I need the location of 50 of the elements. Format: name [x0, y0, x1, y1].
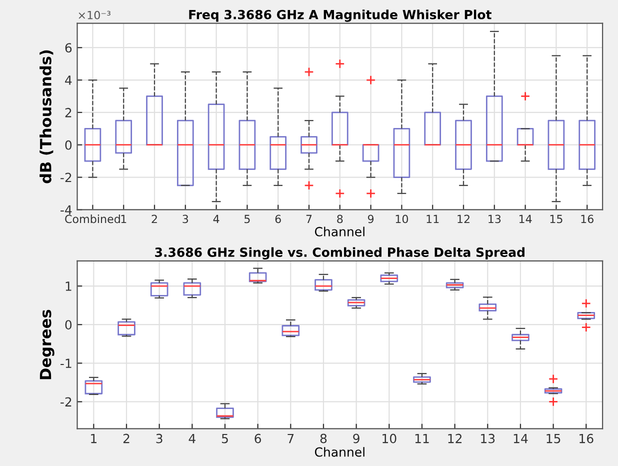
x-tick-label: Combined	[65, 214, 120, 224]
chart-title: Freq 3.3686 GHz A Magnitude Whisker Plot	[189, 10, 492, 22]
x-axis-title: Channel	[314, 226, 364, 236]
x-tick-label: 11	[426, 214, 439, 224]
y-tick-label: 1	[66, 282, 72, 291]
y-tick-label: -2	[60, 397, 72, 406]
x-tick-label: 16	[580, 434, 594, 444]
text: ×10⁻³	[78, 10, 110, 20]
y-tick-label: 0	[65, 140, 72, 150]
x-tick-label: 5	[244, 214, 250, 224]
x-tick-label: 14	[514, 434, 528, 444]
x-tick-label: 16	[581, 214, 594, 224]
x-tick-label: 11	[415, 434, 429, 444]
y-tick-label: 0	[65, 320, 72, 330]
x-tick-label: 13	[488, 214, 501, 224]
x-tick-label: 2	[123, 434, 130, 444]
y-tick-label: -2	[60, 172, 72, 182]
x-tick-label: 4	[188, 434, 196, 444]
x-tick-label: 3	[182, 214, 188, 224]
x-tick-label: 8	[337, 214, 343, 224]
x-tick-label: 9	[353, 434, 360, 444]
x-tick-label: 2	[152, 214, 157, 224]
x-tick-label: 9	[368, 214, 374, 224]
y-axis-title: dB (Thousands)	[40, 50, 54, 184]
x-tick-label: 7	[306, 214, 312, 224]
y-tick-label: 2	[65, 108, 72, 118]
chart-title: 3.3686 GHz Single vs. Combined Phase Delta Spread	[155, 247, 524, 260]
x-tick-label: 4	[213, 214, 220, 224]
x-tick-label: 3	[156, 434, 162, 444]
x-tick-label: 15	[550, 214, 562, 224]
x-tick-label: 1	[91, 434, 96, 444]
x-tick-label: 6	[254, 434, 262, 444]
x-tick-label: 1	[121, 214, 126, 224]
x-tick-label: 14	[519, 214, 532, 224]
x-tick-label: 12	[448, 434, 462, 444]
x-tick-label: 6	[275, 214, 281, 224]
x-tick-label: 10	[382, 434, 396, 444]
x-tick-label: 5	[222, 434, 228, 444]
x-tick-label: 7	[288, 434, 294, 444]
x-tick-label: 15	[546, 434, 560, 444]
x-axis-title: Channel	[314, 447, 364, 457]
y-tick-label: 6	[65, 43, 72, 53]
x-tick-label: 12	[458, 214, 470, 224]
y-tick-label: -4	[60, 205, 72, 214]
x-tick-label: 8	[320, 434, 327, 444]
x-tick-label: 13	[481, 434, 495, 444]
y-tick-label: 4	[65, 76, 72, 85]
x-tick-label: 10	[396, 214, 408, 224]
y-axis-title: Degrees	[40, 310, 54, 380]
y-tick-label: -1	[60, 358, 72, 368]
